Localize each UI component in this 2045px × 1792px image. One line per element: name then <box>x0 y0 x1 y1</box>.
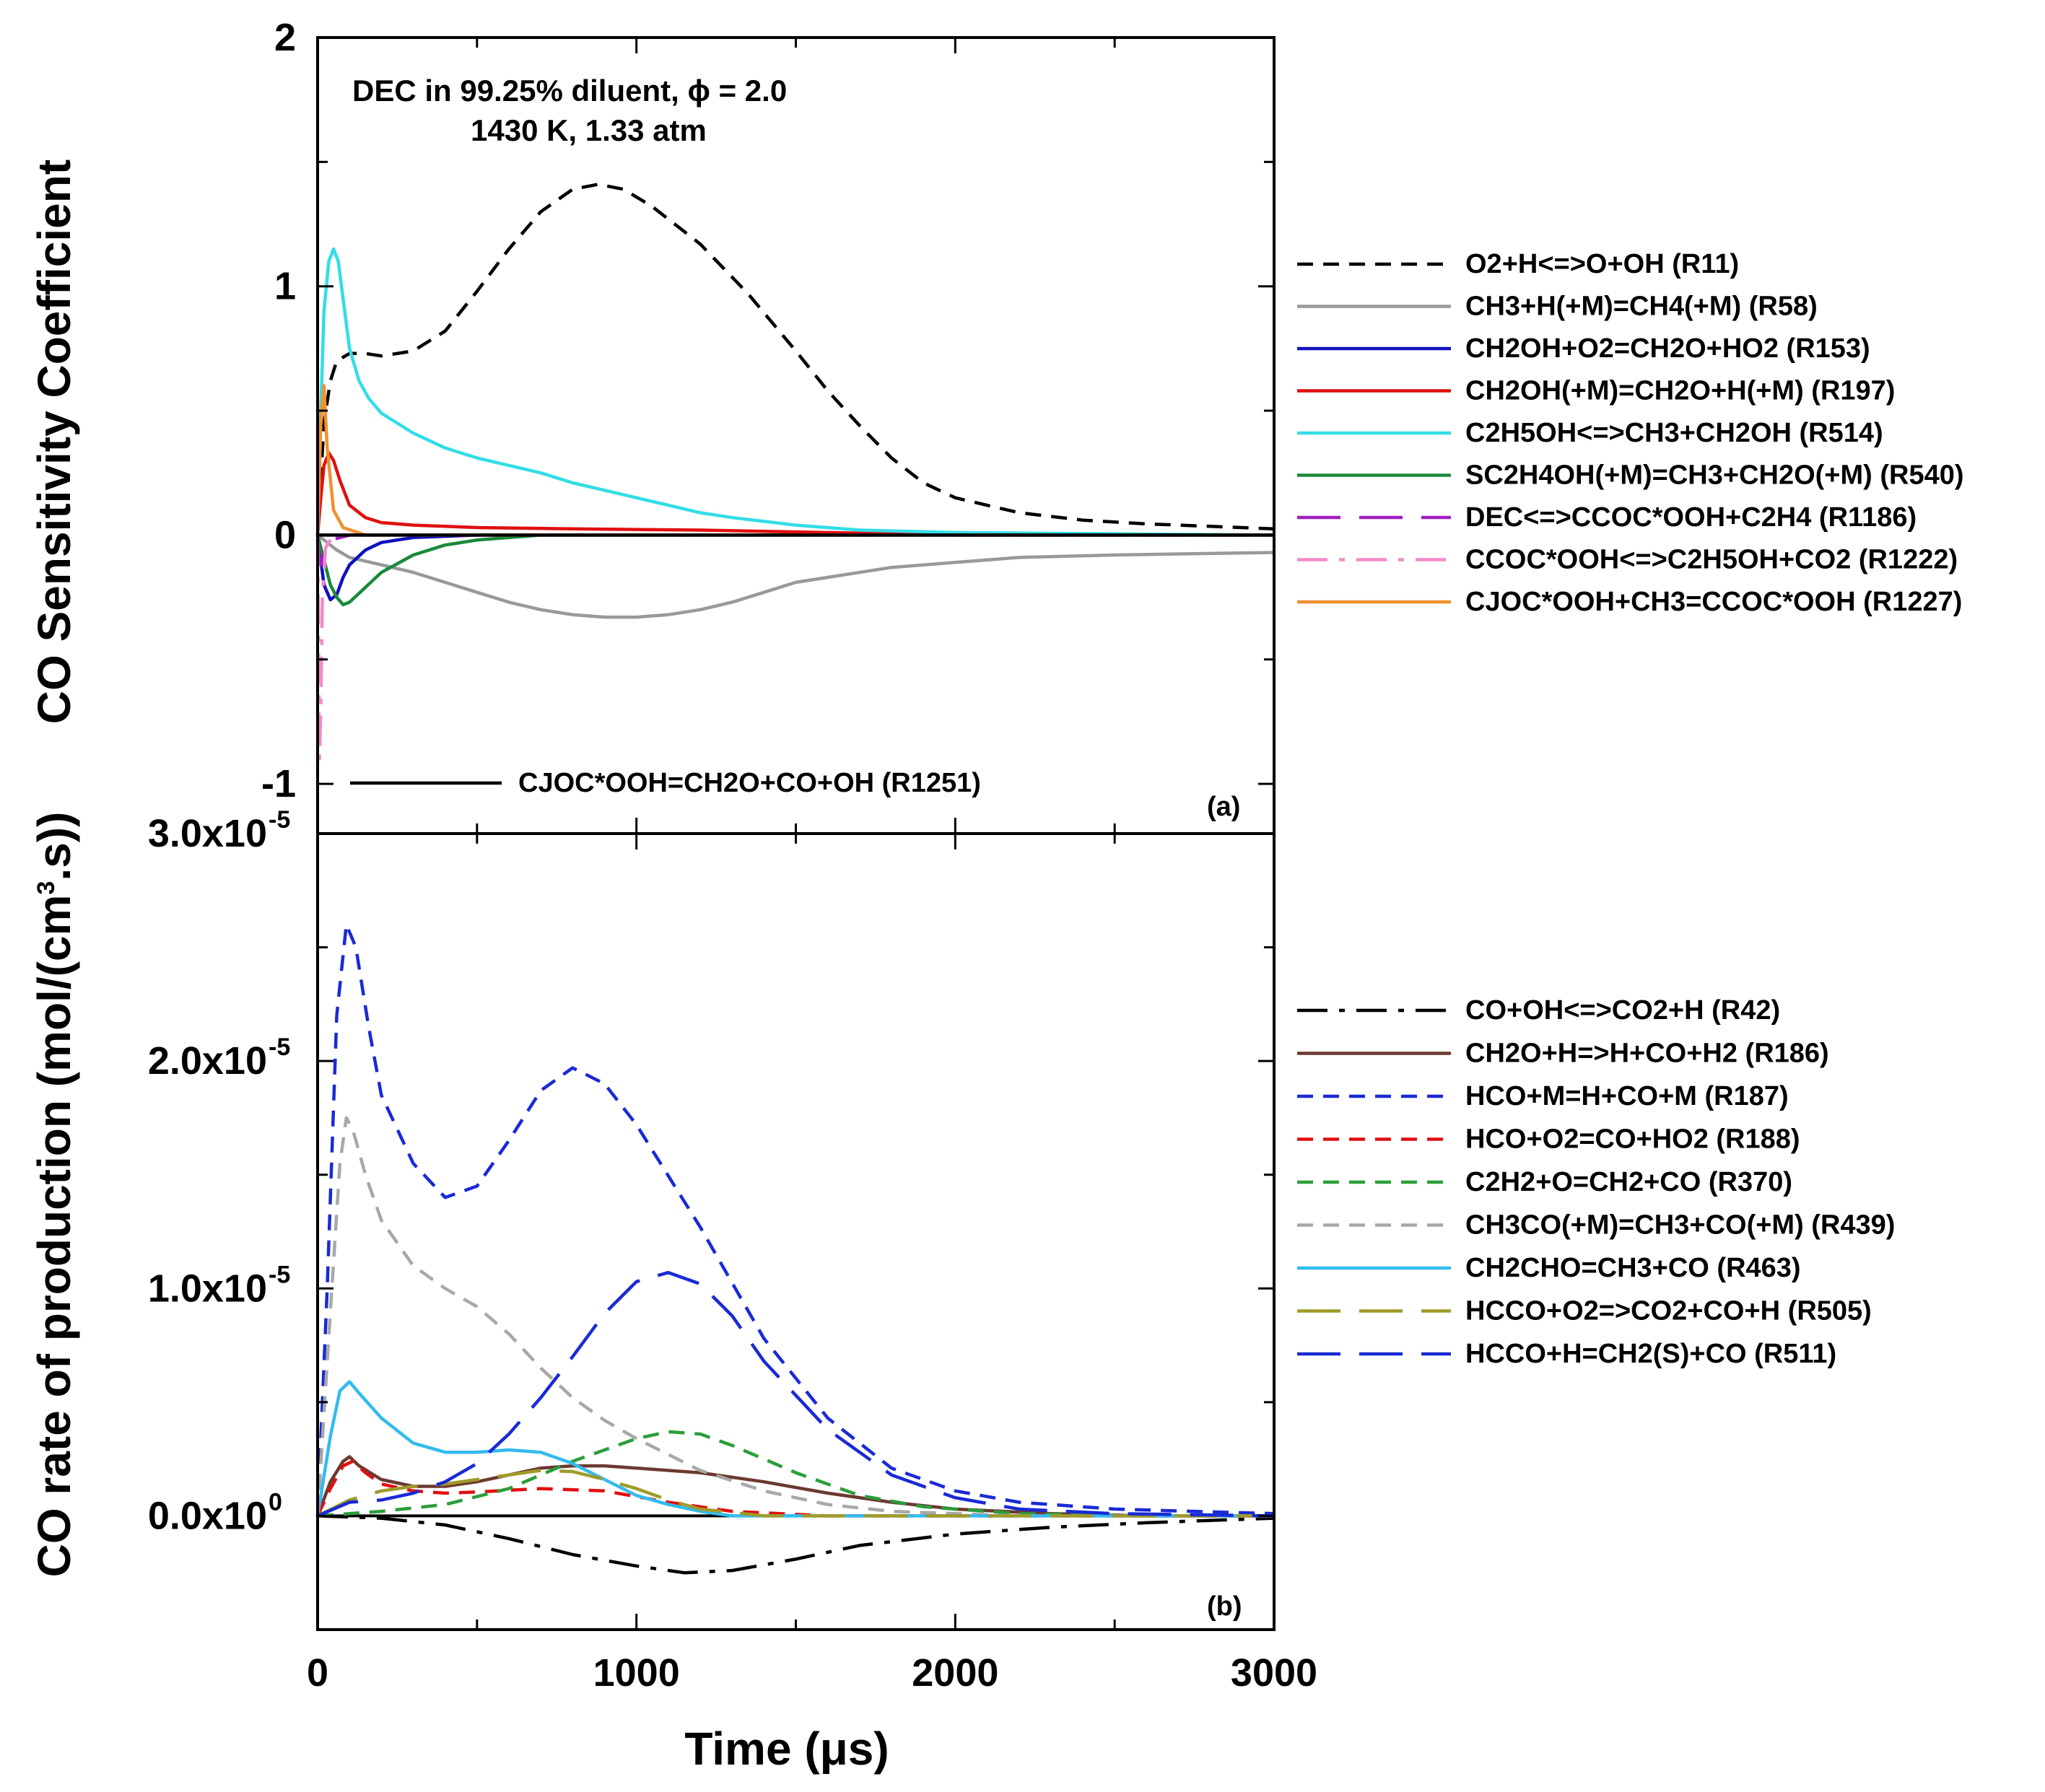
series-line-a-1 <box>316 533 1275 619</box>
panel-a-frame <box>316 36 1276 835</box>
series-line-b-3 <box>315 1459 1274 1518</box>
y-axis-label-top: CO Sensitivity Coefficient <box>28 159 80 724</box>
legend-entry-label: CO+OH<=>CO2+H (R42) <box>1465 995 1780 1026</box>
series-line-b-4 <box>317 1430 1274 1518</box>
legend-entry-label: C2H5OH<=>CH3+CH2OH (R514) <box>1465 418 1883 448</box>
series-line-b-8 <box>317 1270 1275 1518</box>
series-line-a-0 <box>315 183 1275 536</box>
panel-a-ticks: -1 0 1 2 <box>261 16 1276 834</box>
series-line-a-8 <box>315 384 1274 537</box>
series-line-a-2 <box>315 533 1274 602</box>
legend-entry-label: O2+H<=>O+OH (R11) <box>1465 249 1739 279</box>
series-line-a-5 <box>315 533 1274 607</box>
legend-entry-label: HCCO+O2=>CO2+CO+H (R505) <box>1465 1296 1872 1326</box>
y-tick-label: 1.0x10 <box>148 1267 267 1310</box>
x-tick-label: 2000 <box>912 1651 998 1695</box>
legend-panel-b: CO+OH<=>CO2+H (R42) CH2O+H=>H+CO+H2 (R186… <box>1297 995 1895 1369</box>
legend-entry-label: DEC<=>CCOC*OOH+C2H4 (R1186) <box>1465 502 1917 533</box>
y-tick-exponent: -5 <box>269 1261 290 1288</box>
legend-entry-label: CH2OH+O2=CH2O+HO2 (R153) <box>1465 333 1870 364</box>
y-axis-label-bottom: CO rate of production (mol/(cm3.s)) <box>28 812 80 1578</box>
legend-entry-label: CJOC*OOH=CH2O+CO+OH (R1251) <box>518 768 981 798</box>
legend-entry-label: HCO+M=H+CO+M (R187) <box>1465 1081 1789 1111</box>
y-tick-exponent: -5 <box>269 806 290 834</box>
y-tick-exponent: -5 <box>269 1033 290 1061</box>
x-tick-label: 1000 <box>593 1651 680 1695</box>
legend-entry-label: CH2OH(+M)=CH2O+H(+M) (R197) <box>1465 376 1895 406</box>
series-line-a-3 <box>315 451 1274 537</box>
series-line-a-4 <box>315 247 1275 537</box>
legend-entry-label: CCOC*OOH<=>C2H5OH+CO2 (R1222) <box>1465 545 1958 575</box>
y-tick-label: 0.0x10 <box>148 1494 267 1537</box>
legend-entry-label: CH3CO(+M)=CH3+CO(+M) (R439) <box>1465 1210 1895 1241</box>
legend-entry-label: CH2CHO=CH3+CO (R463) <box>1465 1253 1801 1283</box>
x-tick-label: 0 <box>307 1651 328 1695</box>
legend-entry-label: HCO+O2=CO+HO2 (R188) <box>1465 1124 1800 1155</box>
legend-entry-label: CH2O+H=>H+CO+H2 (R186) <box>1465 1039 1829 1069</box>
series-line-b-5 <box>315 1116 1274 1518</box>
series-line-b-6 <box>315 1380 1274 1518</box>
y-tick-label: 1 <box>274 265 296 308</box>
legend-entry-label: C2H2+O=CH2+CO (R370) <box>1465 1167 1792 1197</box>
x-tick-label: 3000 <box>1231 1651 1317 1695</box>
panel-label-b: (b) <box>1207 1591 1242 1622</box>
annotation-line-1: DEC in 99.25% diluent, ϕ = 2.0 <box>352 74 787 108</box>
series-line-b-0 <box>317 1514 1275 1575</box>
y-tick-label: 0 <box>274 513 296 556</box>
annotation-line-2: 1430 K, 1.33 atm <box>471 113 707 147</box>
legend-entry-label: SC2H4OH(+M)=CH3+CH2O(+M) (R540) <box>1465 460 1964 491</box>
series-line-a-6 <box>315 533 1274 567</box>
panel-a-series <box>315 183 1275 761</box>
panel-label-a: (a) <box>1207 792 1240 822</box>
y-tick-label: -1 <box>261 762 296 805</box>
legend-entry-label: CH3+H(+M)=CH4(+M) (R58) <box>1465 292 1818 322</box>
y-tick-label: 3.0x10 <box>148 812 267 855</box>
series-line-b-7 <box>316 1469 1274 1518</box>
y-tick-label: 2.0x10 <box>148 1039 267 1083</box>
panel-b-ticks: 0.0x10 01.0x10 -52.0x10 -53.0x10 -50 1000 2000… <box>148 806 1317 1695</box>
legend-entry-label: CJOC*OOH+CH3=CCOC*OOH (R1227) <box>1465 587 1962 617</box>
panel-b-series <box>315 922 1275 1575</box>
panel-b-frame <box>316 832 1276 1631</box>
legend-panel-a: O2+H<=>O+OH (R11) CH3+H(+M)=CH4(+M) (R58)… <box>350 249 1964 798</box>
y-tick-exponent: 0 <box>269 1488 282 1516</box>
series-line-b-1 <box>315 1455 1274 1518</box>
legend-entry-label: HCCO+H=CH2(S)+CO (R511) <box>1465 1339 1836 1369</box>
series-line-b-2 <box>315 922 1275 1516</box>
series-line-a-7 <box>315 533 1274 761</box>
x-axis-label: Time (μs) <box>684 1723 889 1775</box>
y-tick-label: 2 <box>274 16 296 59</box>
